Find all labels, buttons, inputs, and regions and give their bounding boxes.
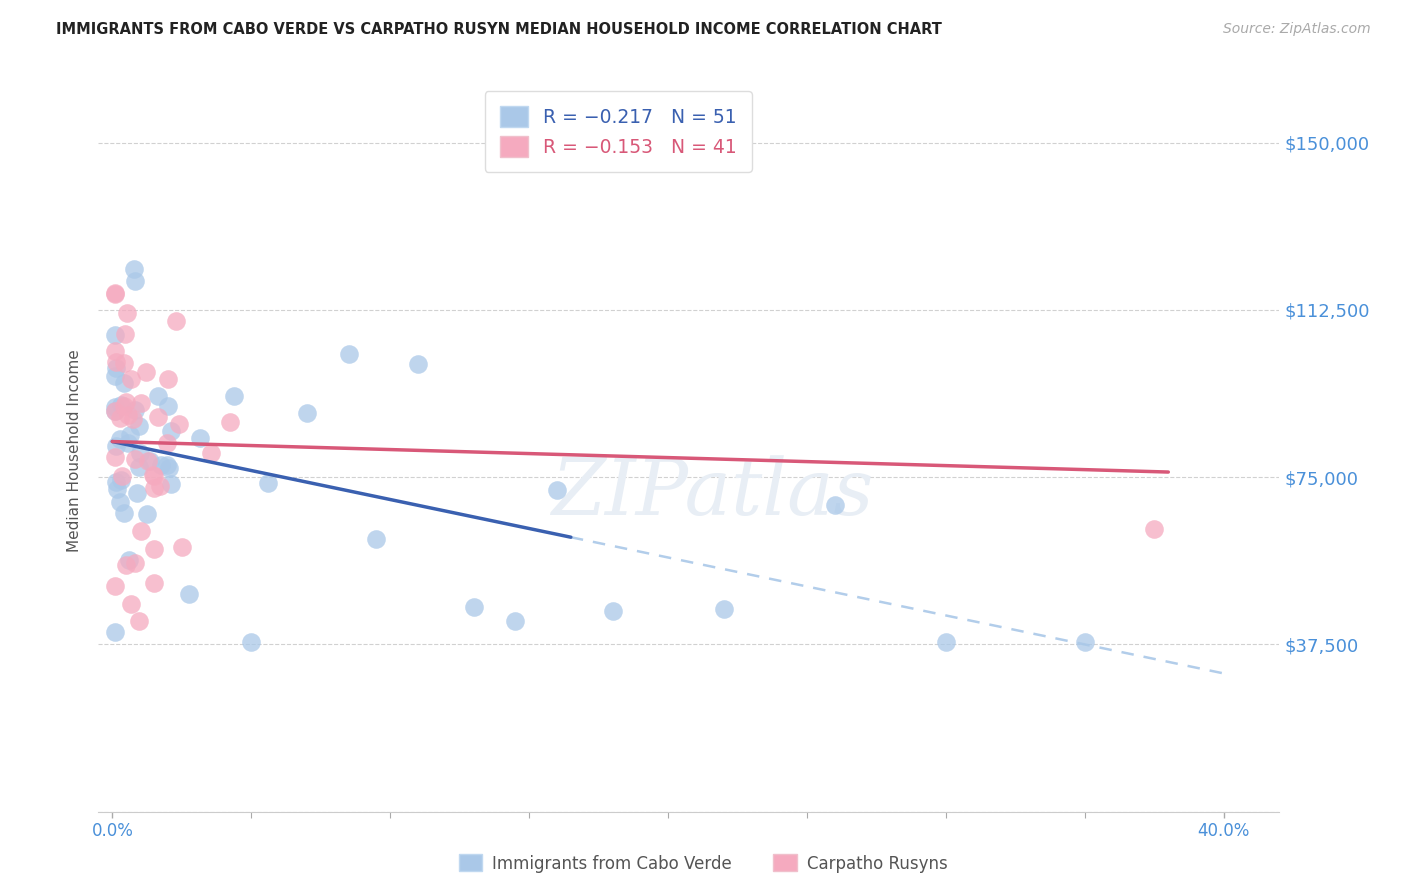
Point [219, 415, 242, 429]
Point [167, 417, 190, 431]
Point [149, 478, 172, 492]
Point [295, 406, 318, 420]
Legend: Immigrants from Cabo Verde, Carpatho Rusyns: Immigrants from Cabo Verde, Carpatho Rus… [451, 847, 955, 880]
Point [122, 261, 145, 276]
Point [135, 508, 157, 522]
Point [112, 506, 135, 520]
Point [128, 459, 150, 474]
Point [165, 314, 187, 328]
Point [127, 486, 149, 500]
Point [104, 368, 127, 383]
Point [503, 615, 526, 629]
Point [104, 343, 127, 358]
Point [128, 419, 150, 434]
Point [115, 394, 138, 409]
Y-axis label: Median Household Income: Median Household Income [67, 349, 83, 552]
Point [107, 482, 129, 496]
Point [143, 575, 166, 590]
Point [104, 475, 127, 490]
Text: ZIPatlas: ZIPatlas [551, 456, 873, 532]
Point [156, 436, 179, 450]
Point [143, 468, 166, 483]
Point [118, 553, 141, 567]
Point [240, 635, 263, 649]
Point [157, 399, 180, 413]
Point [1143, 522, 1166, 536]
Point [104, 403, 127, 417]
Point [190, 431, 212, 445]
Point [148, 410, 170, 425]
Point [257, 476, 280, 491]
Point [138, 454, 160, 468]
Point [104, 404, 127, 418]
Point [111, 468, 134, 483]
Point [118, 428, 141, 442]
Point [117, 409, 139, 423]
Point [129, 446, 152, 460]
Point [366, 532, 388, 546]
Point [713, 602, 735, 616]
Point [104, 439, 127, 453]
Point [104, 360, 127, 375]
Point [104, 354, 127, 368]
Point [157, 372, 180, 386]
Point [112, 356, 135, 370]
Point [128, 614, 150, 628]
Legend: R = −0.217   N = 51, R = −0.153   N = 41: R = −0.217 N = 51, R = −0.153 N = 41 [485, 91, 752, 172]
Text: Source: ZipAtlas.com: Source: ZipAtlas.com [1223, 22, 1371, 37]
Point [104, 579, 127, 593]
Point [177, 587, 200, 601]
Text: IMMIGRANTS FROM CABO VERDE VS CARPATHO RUSYN MEDIAN HOUSEHOLD INCOME CORRELATION: IMMIGRANTS FROM CABO VERDE VS CARPATHO R… [56, 22, 942, 37]
Point [143, 481, 166, 495]
Point [120, 597, 142, 611]
Point [142, 541, 165, 556]
Point [124, 556, 146, 570]
Point [114, 326, 136, 341]
Point [104, 625, 127, 640]
Point [124, 402, 146, 417]
Point [110, 474, 132, 488]
Point [463, 599, 485, 614]
Point [110, 432, 132, 446]
Point [117, 436, 139, 450]
Point [112, 399, 135, 413]
Point [135, 365, 157, 379]
Point [131, 395, 153, 409]
Point [138, 454, 160, 468]
Point [108, 411, 131, 425]
Point [200, 446, 222, 460]
Point [160, 476, 183, 491]
Point [146, 389, 169, 403]
Point [124, 451, 146, 466]
Point [120, 372, 142, 386]
Point [337, 347, 360, 361]
Point [122, 412, 145, 426]
Point [602, 604, 624, 618]
Point [142, 467, 165, 482]
Point [170, 540, 193, 554]
Point [546, 483, 568, 497]
Point [115, 305, 138, 319]
Point [115, 558, 138, 573]
Point [222, 389, 245, 403]
Point [112, 376, 135, 391]
Point [110, 495, 132, 509]
Point [156, 458, 179, 473]
Point [406, 357, 429, 371]
Point [1074, 635, 1097, 649]
Point [124, 274, 146, 288]
Point [935, 635, 957, 649]
Point [150, 458, 173, 472]
Point [129, 524, 152, 538]
Point [104, 285, 127, 300]
Point [110, 398, 132, 412]
Point [104, 401, 127, 415]
Point [157, 461, 180, 475]
Point [104, 450, 127, 464]
Point [104, 328, 127, 343]
Point [824, 498, 846, 512]
Point [159, 424, 181, 438]
Point [104, 286, 127, 301]
